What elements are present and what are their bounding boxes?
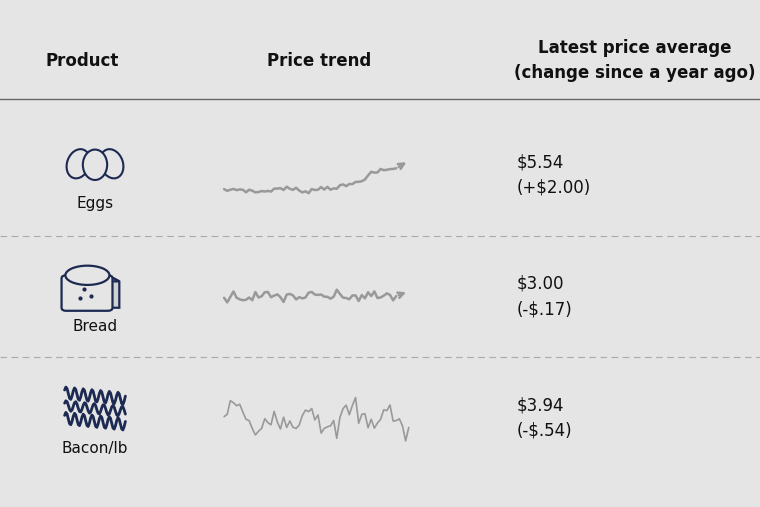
Text: Price trend: Price trend: [267, 52, 372, 70]
Text: (-$.17): (-$.17): [517, 300, 572, 318]
Text: $3.94: $3.94: [517, 396, 564, 415]
Polygon shape: [108, 275, 119, 281]
Text: $5.54: $5.54: [517, 153, 564, 171]
Ellipse shape: [83, 150, 107, 180]
Text: (+$2.00): (+$2.00): [517, 178, 591, 197]
Text: Bacon/lb: Bacon/lb: [62, 441, 128, 456]
Polygon shape: [108, 275, 119, 308]
Text: Latest price average
(change since a year ago): Latest price average (change since a yea…: [514, 40, 755, 82]
Ellipse shape: [65, 266, 109, 285]
Text: Eggs: Eggs: [77, 196, 113, 211]
Text: Product: Product: [46, 52, 119, 70]
Text: (-$.54): (-$.54): [517, 422, 572, 440]
Text: Bread: Bread: [72, 319, 118, 334]
FancyBboxPatch shape: [62, 275, 112, 311]
Text: $3.00: $3.00: [517, 275, 564, 293]
